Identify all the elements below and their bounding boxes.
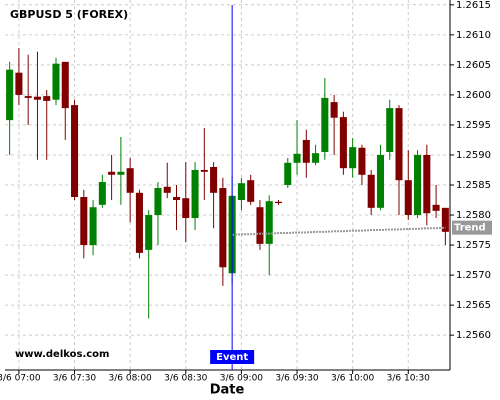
x-tick-label: 3/6 07:00 xyxy=(0,374,41,384)
candle-body xyxy=(6,69,14,121)
candle-body xyxy=(219,188,227,268)
candle-body xyxy=(330,102,338,118)
candle-body xyxy=(441,207,449,232)
candle-body xyxy=(284,162,292,185)
candle-body xyxy=(376,154,384,208)
candle-body xyxy=(321,97,329,152)
candle-body xyxy=(172,197,181,201)
x-axis-label: Date xyxy=(210,383,245,398)
watermark: www.delkos.com xyxy=(15,349,109,360)
candle-body xyxy=(154,188,162,216)
candle-body xyxy=(404,180,412,216)
candle-body xyxy=(358,147,366,175)
candle-body xyxy=(312,153,320,163)
event-label: Event xyxy=(216,352,248,363)
candle-body xyxy=(293,153,301,163)
candle-body xyxy=(191,169,199,219)
y-tick-label: 1.2565 xyxy=(456,300,491,311)
y-tick-label: 1.2590 xyxy=(456,150,491,161)
candle-body xyxy=(33,96,41,100)
candle-body xyxy=(200,169,208,172)
x-tick-label: 3/6 07:30 xyxy=(53,374,97,384)
candle-body xyxy=(339,117,347,169)
candle-body xyxy=(135,192,143,253)
candle-body xyxy=(247,180,255,202)
y-tick-label: 1.2605 xyxy=(456,60,491,71)
candle-body xyxy=(237,183,245,201)
trend-line xyxy=(232,226,446,236)
candle-body xyxy=(302,139,310,163)
candle-body xyxy=(210,166,218,193)
candle-body xyxy=(52,63,60,100)
y-tick-label: 1.2580 xyxy=(456,210,491,221)
candle-body xyxy=(108,171,116,175)
candle-body xyxy=(43,96,51,101)
y-tick-label: 1.2570 xyxy=(456,270,491,281)
y-tick-label: 1.2575 xyxy=(456,240,491,251)
candle-body xyxy=(163,186,171,193)
candle-body xyxy=(98,181,106,205)
candle-body xyxy=(386,108,394,152)
x-tick-label: 3/6 08:00 xyxy=(109,374,153,384)
x-tick-label: 3/6 10:00 xyxy=(331,374,375,384)
candle-body xyxy=(61,61,69,109)
y-tick-label: 1.2610 xyxy=(456,30,491,41)
y-tick-label: 1.2595 xyxy=(456,120,491,131)
candle-body xyxy=(367,174,375,208)
event-label-bg xyxy=(210,350,255,364)
candle-body xyxy=(395,108,403,181)
x-tick-label: 3/6 09:30 xyxy=(275,374,319,384)
candle-body xyxy=(265,201,273,244)
x-tick-label: 3/6 08:30 xyxy=(164,374,208,384)
candle-body xyxy=(432,204,440,211)
candle-body xyxy=(182,198,190,219)
candle-body xyxy=(117,171,125,175)
trend-label-bg xyxy=(452,220,492,235)
y-tick-label: 1.2615 xyxy=(456,0,491,11)
y-tick-label: 1.2585 xyxy=(456,180,491,191)
candle-body xyxy=(80,197,88,246)
candle-body xyxy=(145,215,153,250)
candle-body xyxy=(126,168,134,193)
trend-label: Trend xyxy=(454,223,486,234)
candle-body xyxy=(24,96,32,98)
x-tick-label: 3/6 10:30 xyxy=(387,374,431,384)
y-tick-label: 1.2560 xyxy=(456,330,491,341)
candle-body xyxy=(89,207,97,246)
candle-body xyxy=(15,72,23,95)
candle-body xyxy=(71,105,79,198)
x-tick-label: 3/6 09:00 xyxy=(220,374,264,384)
candle-body xyxy=(423,154,431,214)
candle-body xyxy=(414,154,422,216)
candle-body xyxy=(274,201,283,204)
candle-body xyxy=(349,147,357,169)
chart-title: GBPUSD 5 (FOREX) xyxy=(10,8,128,21)
candle-body xyxy=(256,207,264,244)
y-tick-label: 1.2600 xyxy=(456,90,491,101)
